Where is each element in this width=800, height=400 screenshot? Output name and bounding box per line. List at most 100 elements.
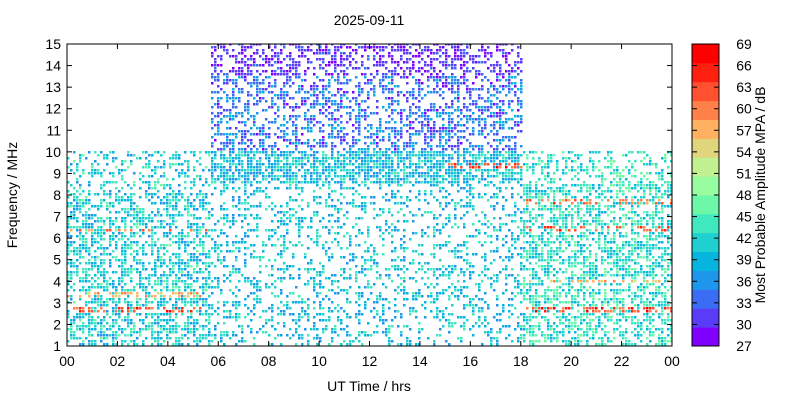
- heatmap-cell: [223, 154, 226, 157]
- heatmap-cell: [286, 172, 289, 175]
- heatmap-cell: [391, 190, 394, 193]
- heatmap-cell: [169, 223, 172, 226]
- heatmap-cell: [193, 328, 196, 331]
- heatmap-cell: [301, 127, 304, 130]
- heatmap-cell: [220, 166, 223, 169]
- heatmap-cell: [304, 268, 307, 271]
- heatmap-cell: [262, 331, 265, 334]
- heatmap-cell: [235, 157, 238, 160]
- heatmap-cell: [385, 172, 388, 175]
- heatmap-cell: [292, 58, 295, 61]
- heatmap-cell: [310, 148, 313, 151]
- heatmap-cell: [463, 271, 466, 274]
- heatmap-cell: [253, 145, 256, 148]
- heatmap-cell: [400, 91, 403, 94]
- heatmap-cell: [424, 109, 427, 112]
- heatmap-cell: [343, 328, 346, 331]
- heatmap-cell: [334, 175, 337, 178]
- heatmap-cell: [157, 316, 160, 319]
- heatmap-cell: [244, 103, 247, 106]
- heatmap-cell: [337, 88, 340, 91]
- heatmap-cell: [250, 133, 253, 136]
- heatmap-cell: [430, 64, 433, 67]
- heatmap-cell: [163, 163, 166, 166]
- heatmap-cell: [115, 343, 118, 346]
- heatmap-cell: [151, 301, 154, 304]
- heatmap-cell: [148, 295, 151, 298]
- heatmap-cell: [394, 145, 397, 148]
- heatmap-cell: [373, 307, 376, 310]
- heatmap-cell: [220, 55, 223, 58]
- heatmap-cell: [346, 232, 349, 235]
- heatmap-cell: [373, 253, 376, 256]
- heatmap-cell: [352, 163, 355, 166]
- heatmap-cell: [250, 181, 253, 184]
- heatmap-cell: [442, 178, 445, 181]
- heatmap-cell: [265, 244, 268, 247]
- heatmap-cell: [100, 184, 103, 187]
- heatmap-cell: [85, 238, 88, 241]
- heatmap-cell: [463, 130, 466, 133]
- heatmap-cell: [241, 49, 244, 52]
- heatmap-cell: [280, 277, 283, 280]
- heatmap-cell: [196, 256, 199, 259]
- heatmap-cell: [343, 256, 346, 259]
- heatmap-cell: [382, 169, 385, 172]
- heatmap-cell: [370, 46, 373, 49]
- heatmap-cell: [337, 157, 340, 160]
- heatmap-cell: [298, 85, 301, 88]
- heatmap-cell: [295, 76, 298, 79]
- heatmap-cell: [103, 310, 106, 313]
- heatmap-cell: [376, 112, 379, 115]
- heatmap-cell: [382, 85, 385, 88]
- heatmap-cell: [454, 268, 457, 271]
- heatmap-cell: [343, 181, 346, 184]
- heatmap-cell: [298, 193, 301, 196]
- heatmap-cell: [379, 157, 382, 160]
- heatmap-cell: [70, 271, 73, 274]
- heatmap-cell: [424, 307, 427, 310]
- heatmap-cell: [145, 337, 148, 340]
- heatmap-cell: [310, 145, 313, 148]
- heatmap-cell: [88, 214, 91, 217]
- heatmap-cell: [424, 49, 427, 52]
- heatmap-cell: [307, 46, 310, 49]
- heatmap-cell: [331, 127, 334, 130]
- heatmap-cell: [382, 310, 385, 313]
- heatmap-cell: [427, 202, 430, 205]
- heatmap-cell: [289, 181, 292, 184]
- heatmap-cell: [124, 241, 127, 244]
- heatmap-cell: [268, 61, 271, 64]
- heatmap-cell: [391, 340, 394, 343]
- heatmap-cell: [433, 172, 436, 175]
- heatmap-cell: [292, 178, 295, 181]
- heatmap-cell: [310, 85, 313, 88]
- heatmap-cell: [298, 334, 301, 337]
- heatmap-cell: [214, 133, 217, 136]
- heatmap-cell: [355, 61, 358, 64]
- heatmap-cell: [427, 337, 430, 340]
- heatmap-cell: [376, 172, 379, 175]
- heatmap-cell: [451, 322, 454, 325]
- heatmap-cell: [196, 295, 199, 298]
- heatmap-cell: [85, 274, 88, 277]
- heatmap-cell: [253, 307, 256, 310]
- heatmap-cell: [268, 238, 271, 241]
- heatmap-cell: [454, 97, 457, 100]
- heatmap-cell: [244, 241, 247, 244]
- heatmap-cell: [364, 136, 367, 139]
- heatmap-cell: [448, 298, 451, 301]
- heatmap-cell: [118, 325, 121, 328]
- heatmap-cell: [331, 280, 334, 283]
- heatmap-cell: [430, 181, 433, 184]
- heatmap-cell: [274, 154, 277, 157]
- heatmap-cell: [445, 55, 448, 58]
- heatmap-cell: [172, 328, 175, 331]
- heatmap-cell: [424, 157, 427, 160]
- heatmap-cell: [319, 49, 322, 52]
- heatmap-cell: [394, 193, 397, 196]
- heatmap-cell: [310, 106, 313, 109]
- heatmap-cell: [403, 148, 406, 151]
- heatmap-cell: [100, 151, 103, 154]
- heatmap-cell: [190, 304, 193, 307]
